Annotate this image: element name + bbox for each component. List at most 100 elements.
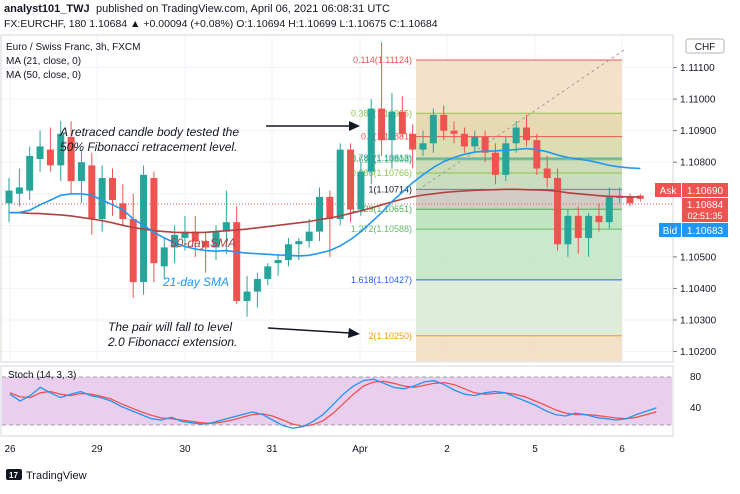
candle-body bbox=[491, 152, 499, 175]
candle-body bbox=[378, 108, 386, 141]
candle-body bbox=[222, 222, 230, 232]
candle-body bbox=[98, 177, 106, 220]
candle-body bbox=[440, 114, 448, 131]
candle-body bbox=[67, 136, 75, 182]
candle-body bbox=[160, 247, 168, 267]
candle-body bbox=[57, 133, 65, 166]
fib-level-label: 1.272(1.10588) bbox=[351, 224, 412, 234]
ma21-line[interactable] bbox=[8, 147, 641, 257]
candle-body bbox=[419, 143, 427, 150]
candle-body bbox=[585, 215, 593, 238]
annotation-fall-line1[interactable]: The pair will fall to level bbox=[108, 320, 232, 334]
ma50-line[interactable] bbox=[9, 188, 641, 234]
bid-price-badge bbox=[682, 223, 728, 237]
price-tick-label: 1.10800 bbox=[680, 158, 717, 169]
candle-body bbox=[336, 149, 344, 220]
tradingview-brand: TradingView bbox=[26, 470, 87, 482]
fib-zone bbox=[416, 335, 622, 361]
candle-body bbox=[533, 140, 541, 169]
ma21-annotation[interactable]: 21-day SMA bbox=[162, 275, 229, 289]
fib-level-label: 1.129(1.10651) bbox=[351, 204, 412, 214]
quote-line: FX:EURCHF, 180 1.10684 ▲ +0.00094 (+0.08… bbox=[4, 18, 438, 30]
ask-badge bbox=[655, 183, 681, 197]
annotation-retrace-arrowhead bbox=[349, 121, 360, 131]
candle-body bbox=[171, 234, 179, 248]
fib-level-label: 1.618(1.10427) bbox=[351, 275, 412, 285]
ma50-legend[interactable]: MA (50, close, 0) bbox=[6, 70, 81, 81]
ask-price-badge bbox=[682, 183, 728, 197]
candle-body bbox=[264, 266, 272, 279]
candle-body bbox=[595, 215, 603, 223]
candle-body bbox=[616, 196, 624, 198]
candle-body bbox=[202, 241, 210, 248]
author-name[interactable]: analyst101_TWJ bbox=[4, 3, 90, 15]
annotation-fall-line2[interactable]: 2.0 Fibonacci extension. bbox=[107, 335, 237, 349]
fib-zone bbox=[416, 172, 622, 190]
candle-body bbox=[367, 108, 375, 172]
price-tick-label: 1.10900 bbox=[680, 126, 717, 137]
stoch-tick-80: 80 bbox=[690, 372, 702, 383]
candle-body bbox=[481, 136, 489, 153]
tradingview-logo-icon bbox=[6, 469, 22, 480]
fib-level-label: 1(1.10714) bbox=[368, 184, 412, 194]
published-info: published on TradingView.com, April 06, … bbox=[96, 3, 390, 15]
tradingview-logo[interactable]: 17 TradingView bbox=[6, 469, 87, 482]
time-tick-label: 2 bbox=[444, 444, 450, 455]
candle-body bbox=[543, 168, 551, 178]
annotation-retrace-line2[interactable]: 50% Fibonacci retracement level. bbox=[60, 140, 237, 154]
price-tick-label: 1.10400 bbox=[680, 284, 717, 295]
fib-level-label: 0.618(1.10808) bbox=[351, 155, 412, 165]
stoch-k-line[interactable] bbox=[9, 378, 657, 429]
candle-body bbox=[316, 196, 323, 232]
stoch-pane-border bbox=[0, 365, 674, 437]
candle-body bbox=[253, 278, 261, 292]
candle-body bbox=[77, 162, 85, 182]
last-price-badge bbox=[682, 198, 728, 222]
ma50-annotation[interactable]: 50-day SMA bbox=[170, 236, 236, 250]
candle-body bbox=[295, 241, 303, 245]
annotation-fall-arrowhead bbox=[348, 328, 360, 338]
ask-price: 1.10690 bbox=[687, 186, 724, 197]
candle-body bbox=[357, 171, 365, 210]
stoch-tick-40: 40 bbox=[690, 403, 702, 414]
time-tick-label: 5 bbox=[532, 444, 538, 455]
bid-price: 1.10683 bbox=[687, 226, 724, 237]
fib-level-label: 0.5(1.10881) bbox=[361, 132, 412, 142]
stoch-title[interactable]: Stoch (14, 3, 3) bbox=[8, 370, 76, 381]
candle-body bbox=[523, 127, 530, 141]
annotation-retrace-line1[interactable]: A retraced candle body tested the bbox=[59, 125, 239, 139]
fib-level-label: 0.886(1.10766) bbox=[351, 168, 412, 178]
candle-body bbox=[212, 231, 220, 248]
tradingview-logo-mark: 17 bbox=[9, 471, 18, 480]
candle-body bbox=[36, 146, 44, 160]
candle-body bbox=[15, 187, 23, 194]
candle-body bbox=[243, 291, 251, 302]
candle-body bbox=[502, 143, 510, 175]
stoch-d-line[interactable] bbox=[9, 380, 657, 427]
candle-body bbox=[460, 133, 468, 147]
bid-badge bbox=[659, 223, 681, 237]
candle-body bbox=[409, 133, 417, 150]
fib-level-label: 0.114(1.11124) bbox=[353, 55, 412, 65]
candle-body bbox=[5, 190, 13, 204]
time-tick-label: 29 bbox=[91, 444, 103, 455]
fib-zone bbox=[416, 113, 622, 137]
candle-body bbox=[46, 149, 54, 166]
annotation-fall-arrow[interactable] bbox=[267, 327, 351, 334]
ma21-legend[interactable]: MA (21, close, 0) bbox=[6, 56, 81, 67]
candle-body bbox=[284, 244, 292, 261]
price-axis[interactable]: 1.11100 1.11000 1.10900 1.10800 1.10500 1.104… bbox=[673, 63, 717, 358]
time-axis[interactable]: 26 29 30 31 Apr 2 5 6 bbox=[4, 444, 625, 455]
fib-zone bbox=[416, 158, 622, 173]
fib-level-label: 2(1.10250) bbox=[368, 331, 412, 341]
candle-body bbox=[233, 222, 241, 302]
candle-body bbox=[564, 215, 572, 245]
candle-body bbox=[471, 136, 479, 147]
candle-body bbox=[626, 196, 634, 204]
fib-level-label: 0.786(1.10813) bbox=[351, 153, 412, 163]
bid-label: Bid bbox=[663, 226, 677, 237]
candle-body bbox=[191, 231, 199, 242]
currency-badge[interactable] bbox=[685, 38, 725, 54]
candle-body bbox=[574, 215, 582, 238]
time-tick-label: 6 bbox=[619, 444, 625, 455]
